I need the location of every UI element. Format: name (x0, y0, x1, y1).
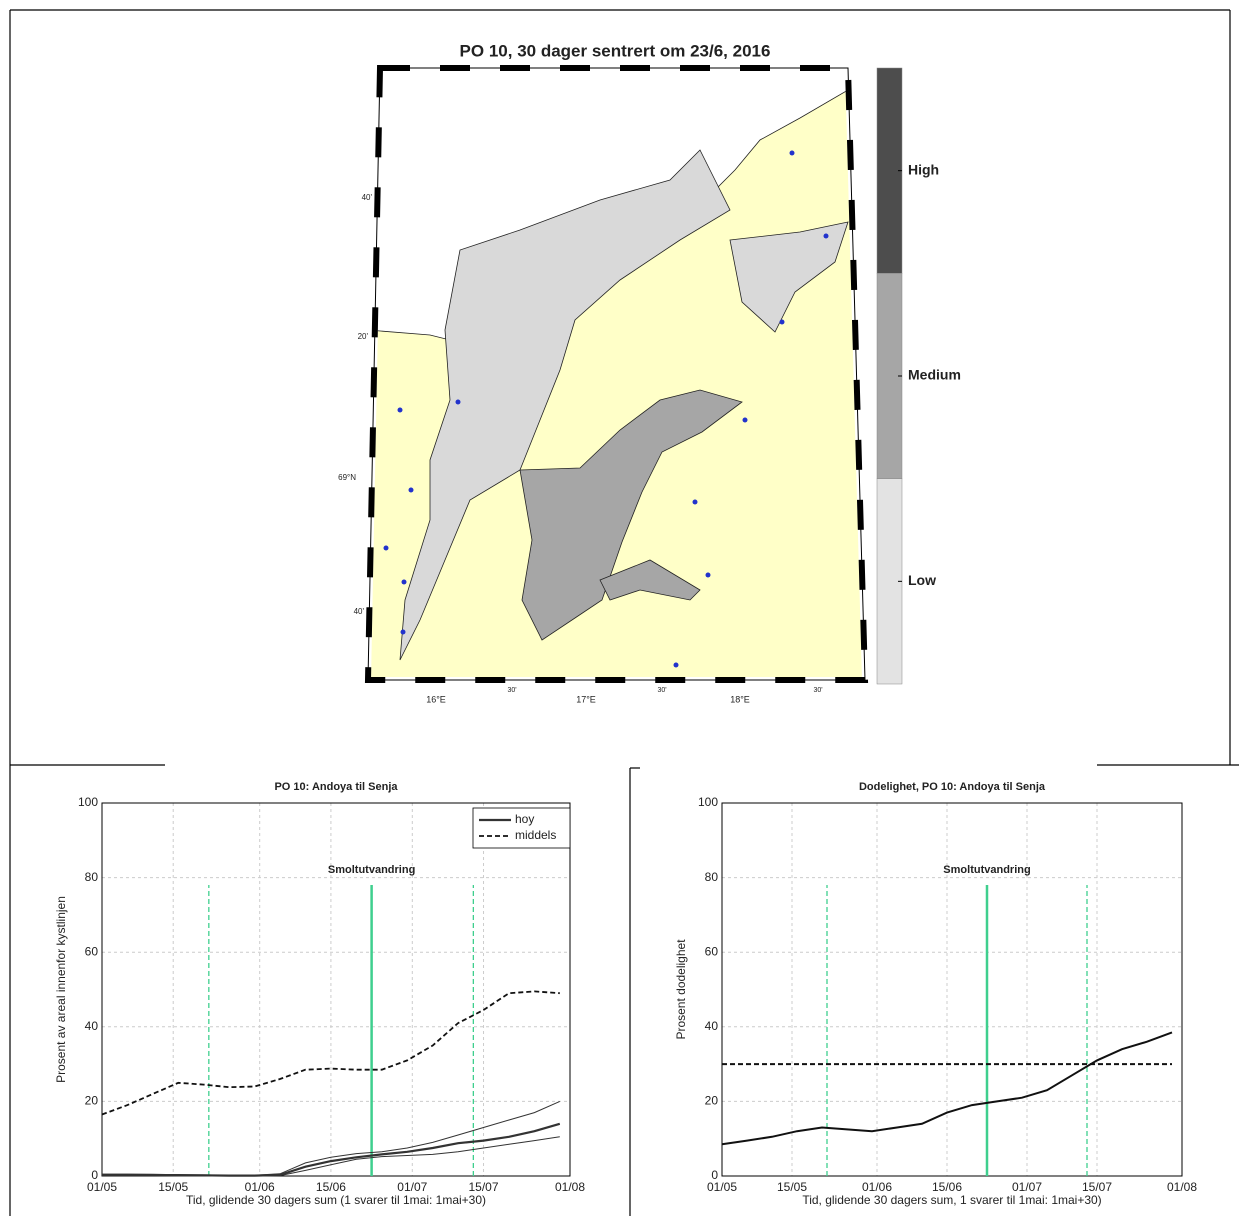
y-tick-label: 40 (705, 1019, 719, 1033)
x-tick-label: 15/07 (469, 1180, 499, 1194)
station (408, 487, 414, 493)
lon-label: 17°E (576, 694, 596, 704)
station (673, 662, 679, 668)
plot-background (102, 803, 570, 1176)
series-line (102, 1100, 561, 1176)
colorbar-label: Low (908, 572, 936, 588)
colorbar-label: High (908, 161, 939, 177)
station (823, 233, 829, 239)
fjord (599, 559, 701, 601)
axes-box (101, 802, 571, 1177)
colorbar-segment (876, 67, 903, 274)
x-tick-label: 15/06 (932, 1180, 962, 1194)
x-tick-label: 01/05 (707, 1180, 737, 1194)
x-tick-label: 15/06 (316, 1180, 346, 1194)
x-axis-label: Tid, glidende 30 dagers sum, 1 svarer ti… (802, 1193, 1101, 1207)
y-tick-label: 0 (711, 1168, 718, 1182)
y-tick-label: 40 (85, 1019, 99, 1033)
station (779, 319, 785, 325)
station (397, 407, 403, 413)
x-tick-label: 01/07 (397, 1180, 427, 1194)
x-tick-label: 01/05 (87, 1180, 117, 1194)
station (455, 399, 461, 405)
lat-label: 40' (362, 193, 373, 202)
x-axis-label: Tid, glidende 30 dagers sum (1 svarer ti… (186, 1193, 486, 1207)
colorbar-segment (876, 478, 903, 685)
series-line (102, 1136, 560, 1177)
legend-label: hoy (515, 812, 534, 826)
lat-label: 40' (354, 607, 365, 616)
colorbar-label: Medium (908, 367, 961, 383)
station (401, 579, 407, 585)
annotation: Smoltutvandring (943, 864, 1030, 876)
coastal-sea (729, 221, 849, 333)
lat-label: 69°N (338, 473, 356, 482)
lon-label: 30' (813, 687, 822, 694)
x-tick-label: 15/05 (158, 1180, 188, 1194)
lon-label: 30' (657, 687, 666, 694)
x-tick-label: 01/06 (862, 1180, 892, 1194)
y-tick-label: 60 (705, 944, 719, 958)
y-tick-label: 60 (85, 944, 99, 958)
x-tick-label: 15/05 (777, 1180, 807, 1194)
y-tick-label: 80 (85, 870, 99, 884)
plot-background (722, 803, 1182, 1176)
legend-label: middels (515, 828, 556, 842)
x-tick-label: 01/08 (555, 1180, 585, 1194)
lon-label: 18°E (730, 694, 750, 704)
x-tick-label: 01/08 (1167, 1180, 1197, 1194)
map-area (368, 68, 865, 680)
y-tick-label: 100 (78, 795, 98, 809)
y-axis-label: Prosent av areal innenfor kystlinjen (54, 896, 68, 1083)
station (383, 545, 389, 551)
map-title: PO 10, 30 dager sentrert om 23/6, 2016 (460, 41, 771, 60)
chart-title: PO 10: Andoya til Senja (274, 781, 398, 793)
x-tick-label: 15/07 (1082, 1180, 1112, 1194)
lon-label: 30' (507, 687, 516, 694)
lat-label: 20' (358, 332, 369, 341)
chart-title: Dodelighet, PO 10: Andoya til Senja (859, 781, 1046, 793)
station (742, 417, 748, 423)
y-tick-label: 20 (705, 1094, 719, 1108)
coastal-sea (399, 149, 731, 661)
stations (383, 150, 829, 668)
y-tick-label: 100 (698, 795, 718, 809)
y-tick-label: 0 (91, 1168, 98, 1182)
map-frame (367, 67, 866, 681)
y-tick-label: 20 (85, 1094, 99, 1108)
y-tick-label: 80 (705, 870, 719, 884)
fjord (519, 389, 743, 641)
station (400, 629, 406, 635)
panel-frames (9, 9, 1239, 1216)
colorbar-segment (876, 273, 903, 479)
x-tick-label: 01/07 (1012, 1180, 1042, 1194)
series-line (101, 990, 560, 1116)
legend-box (472, 807, 571, 849)
y-axis-label: Prosent dodelighet (674, 939, 688, 1040)
x-tick-label: 01/06 (245, 1180, 275, 1194)
axes-box (721, 802, 1183, 1177)
series-line (721, 1031, 1173, 1146)
annotation: Smoltutvandring (328, 864, 415, 876)
station (789, 150, 795, 156)
station (692, 499, 698, 505)
lon-label: 16°E (426, 694, 446, 704)
station (705, 572, 711, 578)
